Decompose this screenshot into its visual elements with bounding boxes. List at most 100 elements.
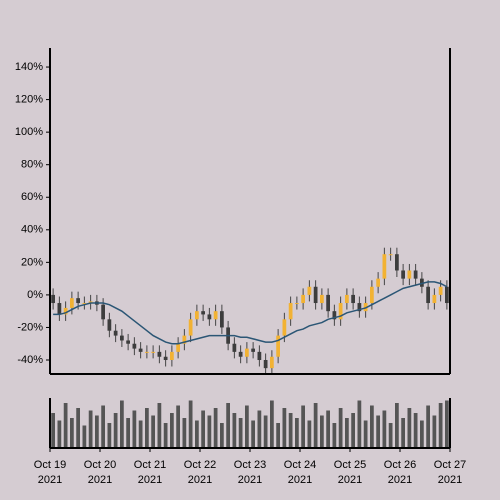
candle-body bbox=[157, 351, 162, 357]
volume-bar bbox=[382, 410, 387, 448]
candle-body bbox=[195, 311, 199, 320]
candle-body bbox=[220, 311, 224, 328]
volume-bar bbox=[251, 420, 255, 448]
x-tick-label: Oct 19 bbox=[34, 459, 66, 471]
candle-body bbox=[407, 270, 412, 279]
candle-body bbox=[120, 335, 124, 341]
volume-bar bbox=[176, 405, 180, 448]
y-tick-label: 60% bbox=[21, 191, 43, 203]
volume-bar bbox=[157, 403, 162, 448]
volume-bar bbox=[232, 413, 237, 448]
candle-body bbox=[326, 294, 330, 312]
volume-bar bbox=[132, 410, 137, 448]
x-tick-label: Oct 24 bbox=[284, 459, 316, 471]
volume-bar bbox=[263, 415, 268, 448]
candle-body bbox=[113, 330, 118, 336]
volume-bar bbox=[438, 403, 443, 448]
volume-bar bbox=[395, 403, 399, 448]
volume-bar bbox=[301, 405, 305, 448]
y-tick-label: 40% bbox=[21, 224, 43, 236]
x-tick-label: 2021 bbox=[238, 474, 262, 486]
candle-body bbox=[182, 335, 187, 344]
x-tick-label: 2021 bbox=[288, 474, 312, 486]
volume-bar bbox=[338, 408, 343, 448]
x-tick-label: 2021 bbox=[438, 474, 462, 486]
candle-body bbox=[126, 340, 130, 344]
x-tick-label: Oct 21 bbox=[134, 459, 166, 471]
x-tick-label: Oct 22 bbox=[184, 459, 216, 471]
volume-bar bbox=[288, 413, 293, 448]
volume-bar bbox=[238, 418, 243, 448]
y-tick-label: 20% bbox=[21, 256, 43, 268]
volume-bar bbox=[82, 425, 87, 448]
candle-body bbox=[288, 303, 293, 320]
candle-body bbox=[263, 360, 268, 369]
volume-bar bbox=[151, 415, 155, 448]
x-tick-label: Oct 27 bbox=[434, 459, 466, 471]
candle-body bbox=[426, 286, 430, 304]
volume-bar bbox=[432, 415, 437, 448]
y-tick-label: -40% bbox=[17, 354, 43, 366]
volume-bar bbox=[357, 400, 362, 448]
volume-bar bbox=[76, 408, 80, 448]
volume-bar bbox=[70, 418, 74, 448]
candle-body bbox=[401, 270, 405, 279]
x-tick-label: Oct 25 bbox=[334, 459, 366, 471]
volume-bar bbox=[307, 420, 312, 448]
candle-body bbox=[445, 286, 449, 304]
volume-bar bbox=[51, 413, 55, 448]
candle-body bbox=[101, 304, 105, 320]
candle-body bbox=[213, 311, 218, 320]
volume-bar bbox=[413, 413, 418, 448]
volume-bar bbox=[213, 408, 218, 448]
candle-body bbox=[107, 319, 112, 331]
volume-bar bbox=[332, 423, 337, 448]
y-tick-label: 100% bbox=[15, 126, 43, 138]
candle-body bbox=[188, 319, 193, 336]
volume-bar bbox=[370, 405, 374, 448]
candle-body bbox=[170, 351, 174, 361]
x-tick-label: 2021 bbox=[388, 474, 412, 486]
candle-body bbox=[251, 348, 255, 352]
candle-body bbox=[351, 294, 355, 304]
candle-body bbox=[76, 298, 80, 304]
volume-bar bbox=[363, 420, 368, 448]
volume-bar bbox=[270, 400, 274, 448]
candle-body bbox=[313, 286, 318, 304]
volume-bar bbox=[145, 408, 149, 448]
x-tick-label: 2021 bbox=[138, 474, 162, 486]
candle-body bbox=[245, 348, 249, 357]
candle-body bbox=[395, 254, 399, 271]
volume-bar bbox=[282, 408, 287, 448]
volume-bar bbox=[188, 400, 193, 448]
volume-bar bbox=[245, 405, 249, 448]
candle-body bbox=[382, 254, 387, 279]
candle-body bbox=[282, 319, 287, 336]
volume-bar bbox=[63, 403, 68, 448]
candle-body bbox=[345, 294, 349, 304]
volume-bar bbox=[220, 423, 224, 448]
volume-bar bbox=[276, 423, 280, 448]
candle-body bbox=[238, 351, 243, 357]
volume-bar bbox=[120, 400, 124, 448]
volume-bar bbox=[182, 418, 187, 448]
candle-body bbox=[320, 294, 324, 304]
candle-body bbox=[257, 351, 262, 361]
candle-body bbox=[232, 343, 237, 352]
candle-body bbox=[270, 356, 274, 369]
volume-bar bbox=[445, 400, 449, 448]
x-tick-label: Oct 23 bbox=[234, 459, 266, 471]
candle-body bbox=[132, 343, 137, 349]
candle-body bbox=[420, 278, 424, 287]
volume-bar bbox=[201, 410, 205, 448]
volume-bar bbox=[401, 418, 405, 448]
volume-bar bbox=[420, 420, 424, 448]
volume-bar bbox=[113, 413, 118, 448]
volume-bar bbox=[207, 415, 212, 448]
candle-body bbox=[413, 270, 418, 279]
candle-body bbox=[295, 303, 299, 305]
volume-bar bbox=[138, 420, 143, 448]
volume-bar bbox=[426, 405, 430, 448]
